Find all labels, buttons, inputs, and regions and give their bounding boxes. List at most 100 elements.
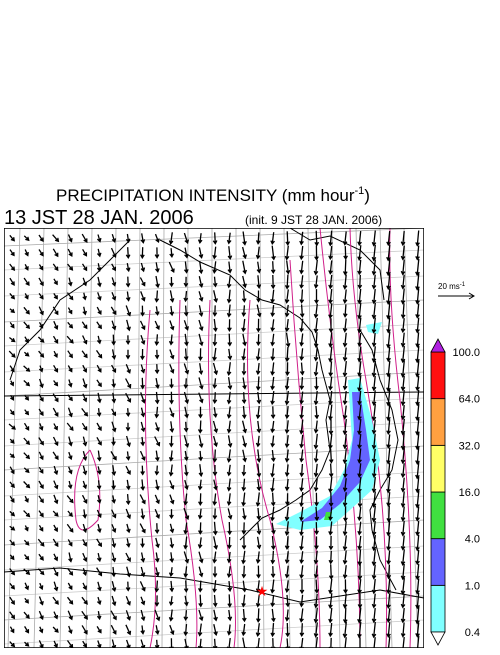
wind-vector	[227, 246, 233, 261]
wind-vector	[125, 596, 131, 606]
wind-vector	[53, 278, 58, 286]
wind-vector	[400, 360, 406, 378]
wind-vector	[284, 245, 290, 261]
wind-vector	[227, 377, 233, 391]
wind-vector	[226, 566, 232, 579]
wind-vector	[154, 364, 160, 375]
wind-vector	[140, 609, 146, 622]
wind-vector	[9, 453, 15, 459]
wind-vector	[271, 608, 276, 623]
wind-vector	[212, 594, 218, 608]
wind-vector	[96, 538, 102, 548]
wind-vector	[82, 335, 88, 345]
wind-vector	[357, 274, 363, 290]
title: PRECIPITATION INTENSITY (mm hour-1)	[56, 185, 370, 205]
wind-vector	[183, 290, 189, 303]
wind-vector	[270, 623, 276, 638]
wind-vector	[226, 551, 232, 564]
wind-vector	[125, 465, 131, 476]
wind-vector	[126, 319, 131, 332]
wind-vector	[154, 639, 160, 648]
wind-vector	[299, 551, 305, 565]
wind-vector	[328, 622, 333, 638]
wind-vector	[81, 610, 88, 620]
wind-vector	[184, 333, 189, 347]
wind-vector	[299, 478, 304, 492]
wind-vector	[328, 390, 333, 406]
wind-vector	[155, 377, 160, 390]
colorbar-label: 4.0	[465, 534, 480, 546]
wind-vector	[256, 449, 262, 463]
wind-vector	[96, 596, 102, 606]
colorbar-bin	[430, 538, 446, 586]
wind-vector	[8, 350, 16, 358]
wind-vector	[357, 463, 362, 478]
wind-vector	[52, 234, 60, 243]
wind-vector	[154, 306, 160, 316]
wind-vector	[386, 434, 391, 449]
wind-vector	[23, 568, 31, 575]
wind-vector	[415, 606, 420, 625]
wind-vector	[313, 433, 319, 450]
wind-vector	[125, 451, 131, 461]
wind-vector	[227, 521, 232, 536]
wind-vector	[154, 320, 160, 331]
wind-vector	[9, 409, 15, 416]
wind-vector	[284, 420, 290, 434]
wind-vector	[386, 593, 391, 609]
wind-vector	[9, 554, 15, 561]
wind-vector	[154, 494, 160, 505]
wind-vector	[328, 274, 333, 290]
wind-vector	[52, 306, 59, 316]
wind-vector	[212, 551, 218, 564]
colorbar-over	[430, 338, 446, 353]
wind-vector	[415, 520, 420, 537]
wind-vector	[38, 321, 44, 329]
wind-vector	[154, 391, 160, 405]
wind-vector	[111, 334, 116, 346]
wind-vector	[111, 552, 117, 563]
wind-vector	[270, 391, 275, 406]
wind-vector	[386, 389, 391, 407]
wind-vector	[125, 364, 131, 374]
wind-vector	[125, 610, 131, 621]
wind-vector	[357, 317, 362, 334]
wind-vector	[227, 536, 232, 550]
wind-vector	[314, 245, 319, 261]
colorbar-under	[430, 631, 446, 646]
wind-vector	[342, 289, 348, 304]
wind-vector	[212, 449, 218, 463]
wind-vector	[154, 450, 160, 462]
wind-vector	[53, 581, 59, 592]
wind-vector	[111, 292, 117, 301]
wind-vector	[125, 508, 131, 520]
wind-vector	[256, 391, 262, 405]
wind-vector	[357, 390, 362, 406]
wind-vector	[415, 389, 420, 407]
wind-vector	[371, 332, 377, 348]
wind-vector	[241, 362, 247, 376]
wind-vector	[212, 276, 218, 288]
wind-vector	[139, 450, 146, 462]
wind-vector	[140, 479, 146, 491]
wind-vector	[154, 465, 160, 476]
wind-vector	[255, 435, 261, 448]
wind-vector	[255, 363, 261, 376]
wind-vector	[386, 419, 391, 435]
wind-vector	[140, 407, 146, 418]
wind-vector	[357, 231, 362, 247]
wind-vector	[198, 348, 203, 362]
wind-vector	[415, 375, 420, 392]
wind-vector	[299, 623, 305, 638]
wind-vector	[110, 624, 117, 635]
wind-vector	[125, 349, 131, 360]
wind-vector	[24, 554, 30, 561]
wind-vector	[212, 508, 218, 520]
wind-vector	[400, 563, 406, 581]
wind-vector	[400, 491, 406, 508]
wind-vector	[342, 419, 348, 436]
wind-vector	[9, 277, 15, 286]
wind-vector	[242, 637, 248, 648]
wind-vector	[198, 247, 204, 259]
wind-vector	[111, 566, 117, 578]
